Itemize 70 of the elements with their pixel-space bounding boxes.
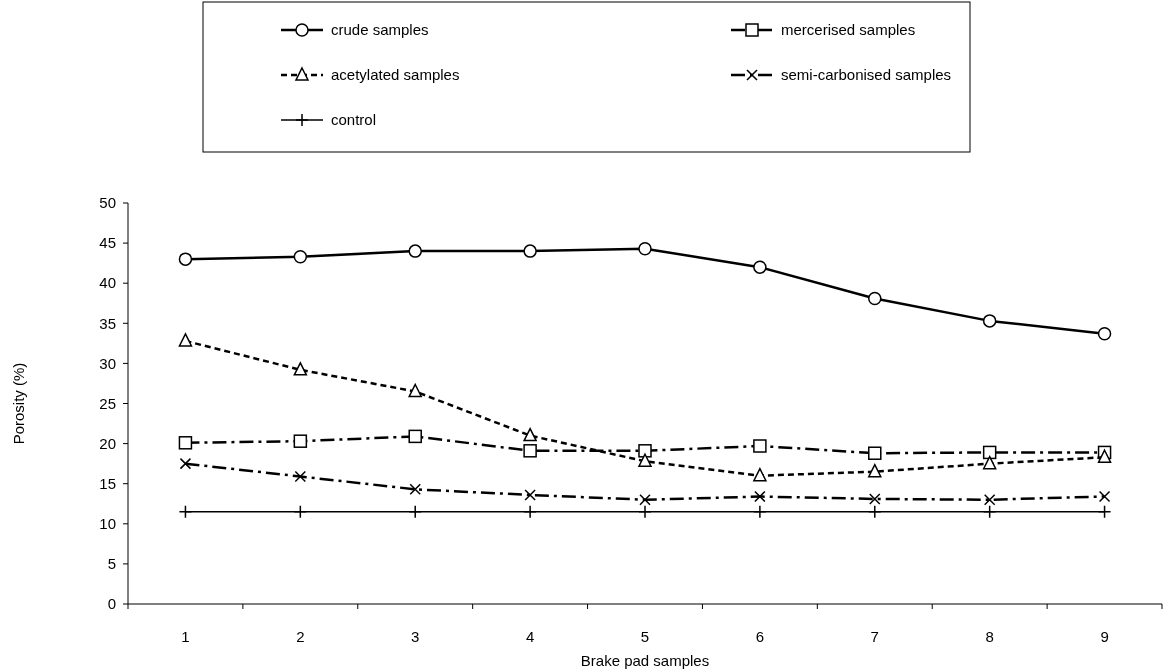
y-tick-label: 35 (99, 314, 116, 332)
point (178, 333, 193, 347)
point (982, 505, 997, 519)
x-tick-label: 4 (525, 628, 535, 645)
point (408, 429, 422, 444)
point (293, 505, 308, 519)
point (293, 249, 308, 264)
y-axis-title: Porosity (%) (10, 362, 27, 445)
x-tick-label: 2 (296, 628, 305, 645)
point (179, 457, 192, 470)
point (523, 505, 537, 519)
y-tick-label: 45 (99, 234, 116, 252)
point (868, 463, 882, 478)
point (409, 483, 421, 496)
point (983, 493, 996, 506)
x-tick-label: 6 (755, 628, 765, 645)
point (638, 453, 652, 467)
y-tick-label: 10 (99, 515, 116, 533)
point (524, 489, 536, 501)
point (1097, 326, 1112, 341)
point (868, 291, 882, 306)
legend-label: mercerised samples (781, 21, 916, 39)
x-tick-label: 5 (640, 628, 650, 645)
point (638, 444, 652, 458)
legend-label: control (331, 111, 377, 129)
x-tick-label: 7 (870, 628, 879, 645)
point (408, 244, 422, 258)
y-tick-label: 5 (107, 555, 116, 573)
x-tick-label: 1 (181, 628, 190, 645)
point (408, 505, 422, 519)
point (753, 439, 767, 453)
legend-label: acetylated samples (331, 66, 460, 84)
x-tick-label: 9 (1100, 628, 1109, 645)
point (639, 493, 651, 506)
y-tick-label: 30 (99, 354, 116, 372)
point (638, 241, 652, 256)
legend-label: semi-carbonised samples (781, 66, 952, 84)
point (753, 505, 767, 519)
point (408, 383, 422, 398)
point (753, 467, 767, 482)
point (293, 434, 308, 448)
point (523, 444, 537, 458)
point (982, 455, 997, 470)
x-axis-title: Brake pad samples (580, 652, 710, 669)
point (868, 446, 882, 460)
point (754, 490, 766, 503)
y-tick-label: 20 (99, 434, 116, 452)
y-tick-label: 50 (99, 194, 116, 212)
point (293, 362, 308, 376)
point (178, 505, 193, 519)
y-tick-label: 25 (99, 394, 116, 412)
x-tick-label: 8 (985, 628, 994, 645)
point (638, 505, 652, 519)
point (523, 427, 537, 442)
x-tick-label: 3 (411, 628, 420, 645)
point (178, 436, 193, 450)
point (523, 244, 537, 258)
point (1098, 490, 1111, 503)
y-tick-label: 15 (99, 474, 116, 492)
y-tick-label: 40 (99, 274, 116, 292)
point (1097, 505, 1112, 519)
point (982, 314, 997, 328)
point (753, 260, 767, 274)
legend-label: crude samples (331, 21, 429, 39)
point (178, 252, 193, 266)
point (294, 470, 307, 483)
point (1097, 449, 1112, 463)
y-tick-label: 0 (107, 595, 116, 613)
point (868, 505, 882, 519)
point (869, 493, 881, 505)
